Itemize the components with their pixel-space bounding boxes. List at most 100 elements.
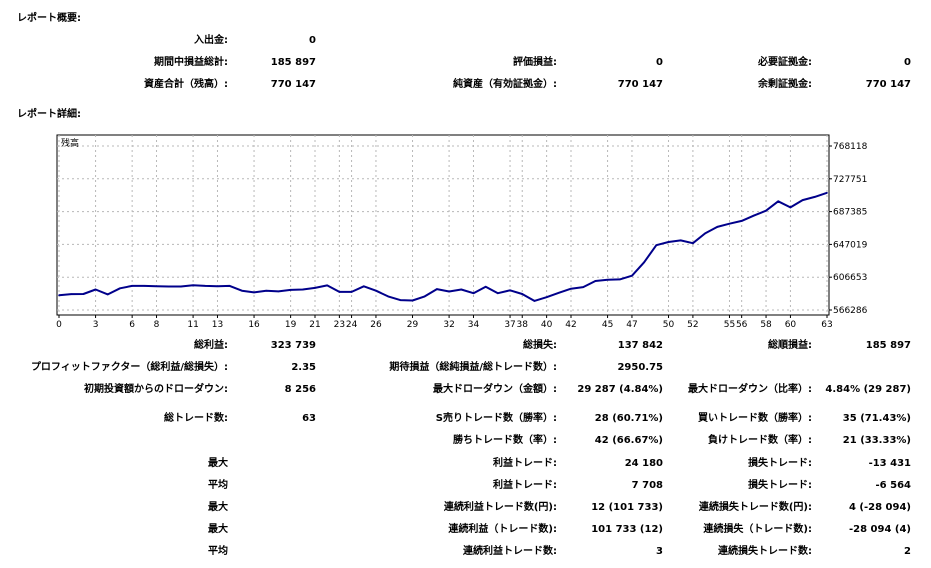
chart-x-axis: 0 3 6 8 11 13 16 19 21 23 24 26 29 32 34 37 38 40 42 45 47 50… [56, 315, 833, 330]
summary-value: 770 147 [270, 79, 316, 90]
details-title: レポート詳細: [17, 109, 81, 120]
chart-title: 残高 [61, 137, 79, 149]
details-label: 最大 [208, 502, 228, 513]
summary-value: 770 147 [617, 79, 663, 90]
x-tick-label: 47 [626, 320, 637, 330]
details-value: 28 (60.71%) [594, 413, 663, 424]
details-label: 最大 [208, 458, 228, 469]
details-label: 総利益: [194, 340, 228, 351]
details-label: 総順損益: [768, 340, 812, 351]
balance-point [448, 290, 450, 293]
x-tick-label: 3 [93, 320, 99, 330]
x-tick-label: 45 [602, 320, 613, 330]
chart-points [58, 192, 828, 302]
details-value: -28 094 (4) [848, 524, 911, 535]
x-tick-label: 19 [285, 320, 297, 330]
y-tick-label: 768118 [833, 142, 868, 152]
balance-point [801, 199, 804, 201]
balance-series-line [58, 191, 828, 302]
details-label: 連続利益トレード数: [463, 546, 557, 557]
balance-point [679, 239, 682, 242]
details-value: 2.35 [291, 362, 316, 373]
x-tick-label: 29 [407, 320, 419, 330]
x-tick-label: 37 [504, 320, 515, 330]
balance-point [436, 288, 438, 290]
details-label: 平均 [208, 480, 228, 491]
balance-point [119, 287, 121, 290]
balance-point [594, 280, 597, 282]
details-value: 101 733 (12) [591, 524, 663, 535]
balance-point [423, 295, 426, 298]
details-value: -13 431 [868, 458, 911, 469]
balance-point [82, 293, 85, 295]
balance-point [216, 285, 219, 288]
balance-point [314, 287, 316, 289]
details-value: 12 (101 733) [591, 502, 663, 513]
summary-label: 純資産（有効証拠金）: [453, 79, 557, 90]
x-tick-label: 24 [346, 320, 358, 330]
details-value: 4 (-28 094) [848, 502, 911, 513]
balance-point [716, 226, 719, 228]
details-value: 323 739 [270, 340, 316, 351]
balance-point [180, 285, 182, 288]
x-tick-label: 23 [334, 320, 345, 330]
details-value: 42 (66.67%) [594, 435, 663, 446]
details-label: 最大ドローダウン（金額）: [433, 384, 557, 395]
x-tick-label: 8 [154, 320, 160, 330]
summary-title: レポート概要: [17, 13, 81, 24]
y-tick-label: 566286 [833, 306, 868, 316]
summary-label: 余剰証拠金: [758, 79, 812, 90]
details-label: 連続利益トレード数(円): [443, 502, 557, 513]
balance-point [765, 209, 767, 212]
details-value: 63 [302, 413, 316, 424]
details-label: 勝ちトレード数（率）: [453, 435, 557, 446]
details-label: 連続損失トレード数(円): [698, 502, 812, 513]
balance-point [814, 196, 816, 198]
balance-point [643, 261, 645, 264]
x-tick-label: 52 [687, 320, 698, 330]
details-label: 利益トレード: [493, 480, 557, 491]
x-tick-label: 21 [309, 320, 320, 330]
balance-point [228, 285, 231, 287]
x-tick-label: 55 [724, 320, 735, 330]
summary-value: 770 147 [865, 79, 911, 90]
details-label: 買いトレード数（勝率）: [698, 413, 812, 424]
x-tick-label: 13 [212, 320, 223, 330]
summary-value: 0 [904, 57, 911, 68]
balance-point [277, 290, 280, 293]
y-tick-label: 687385 [833, 208, 867, 218]
details-value: 21 (33.33%) [842, 435, 911, 446]
details-label: 損失トレード: [748, 480, 812, 491]
balance-point [289, 289, 292, 291]
details-value: 24 180 [624, 458, 663, 469]
balance-point [631, 274, 633, 277]
balance-point [106, 293, 109, 296]
balance-point [70, 293, 72, 295]
balance-point [411, 299, 414, 302]
balance-point [789, 206, 792, 209]
details-label: 損失トレード: [748, 458, 812, 469]
x-tick-label: 63 [821, 320, 832, 330]
balance-point [131, 285, 133, 287]
balance-point [521, 293, 524, 295]
summary-value: 185 897 [270, 57, 316, 68]
details-value: -6 564 [875, 480, 911, 491]
details-label: 初期投資額からのドローダウン: [84, 384, 228, 395]
details-label: 最大 [208, 524, 228, 535]
details-value: 35 (71.43%) [842, 413, 911, 424]
balance-point [375, 289, 377, 292]
balance-point [192, 284, 194, 287]
x-tick-label: 0 [56, 320, 62, 330]
balance-point [155, 285, 158, 288]
balance-point [753, 214, 755, 217]
details-label: 利益トレード: [493, 458, 557, 469]
balance-point [350, 291, 353, 293]
balance-point [265, 289, 268, 292]
balance-point [692, 242, 694, 244]
x-tick-label: 42 [565, 320, 576, 330]
summary-label: 期間中損益総計: [154, 57, 228, 68]
balance-chart: 残高 566286606653647019687385727751768118 … [56, 134, 868, 330]
balance-point [58, 294, 60, 297]
balance-point [777, 200, 780, 203]
x-tick-label: 56 [736, 320, 748, 330]
